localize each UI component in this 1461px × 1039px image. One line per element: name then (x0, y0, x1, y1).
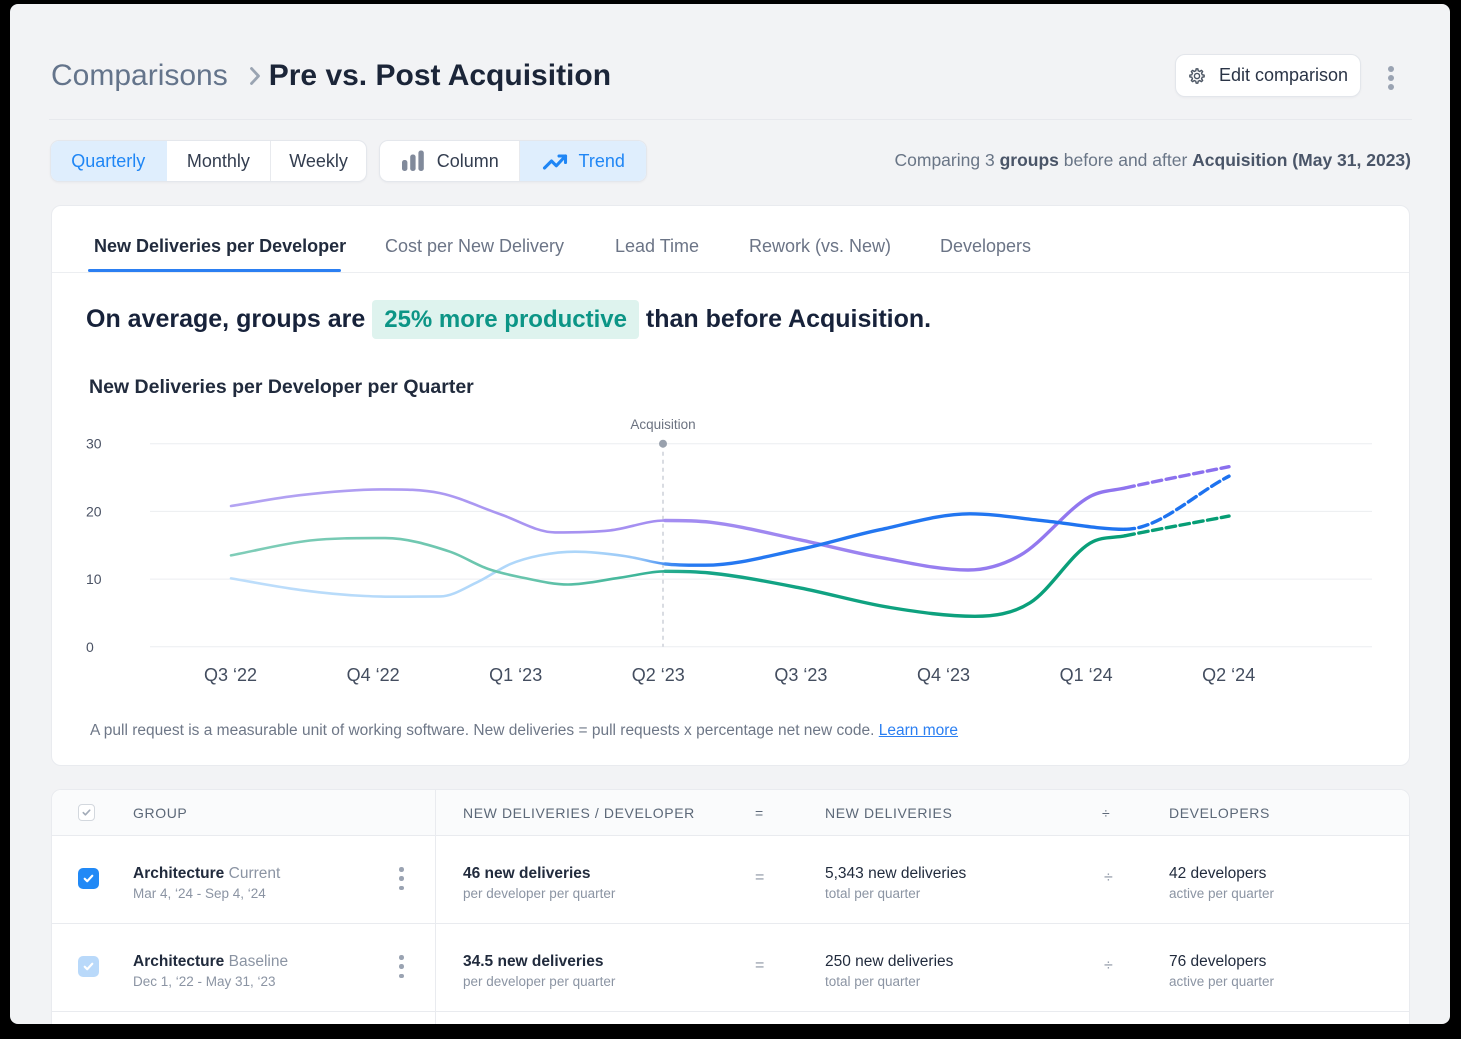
svg-text:Q3 ‘23: Q3 ‘23 (774, 665, 827, 685)
svg-text:30: 30 (86, 436, 102, 452)
svg-text:Acquisition: Acquisition (630, 417, 695, 432)
svg-text:10: 10 (86, 571, 102, 587)
svg-text:Q2 ‘24: Q2 ‘24 (1202, 665, 1255, 685)
svg-text:0: 0 (86, 639, 94, 655)
svg-text:Q3 ‘22: Q3 ‘22 (204, 665, 257, 685)
svg-text:Q4 ‘23: Q4 ‘23 (917, 665, 970, 685)
svg-text:Q4 ‘22: Q4 ‘22 (347, 665, 400, 685)
svg-text:20: 20 (86, 503, 102, 519)
svg-text:Q1 ‘23: Q1 ‘23 (489, 665, 542, 685)
svg-text:Q1 ‘24: Q1 ‘24 (1060, 665, 1113, 685)
svg-text:Q2 ‘23: Q2 ‘23 (632, 665, 685, 685)
